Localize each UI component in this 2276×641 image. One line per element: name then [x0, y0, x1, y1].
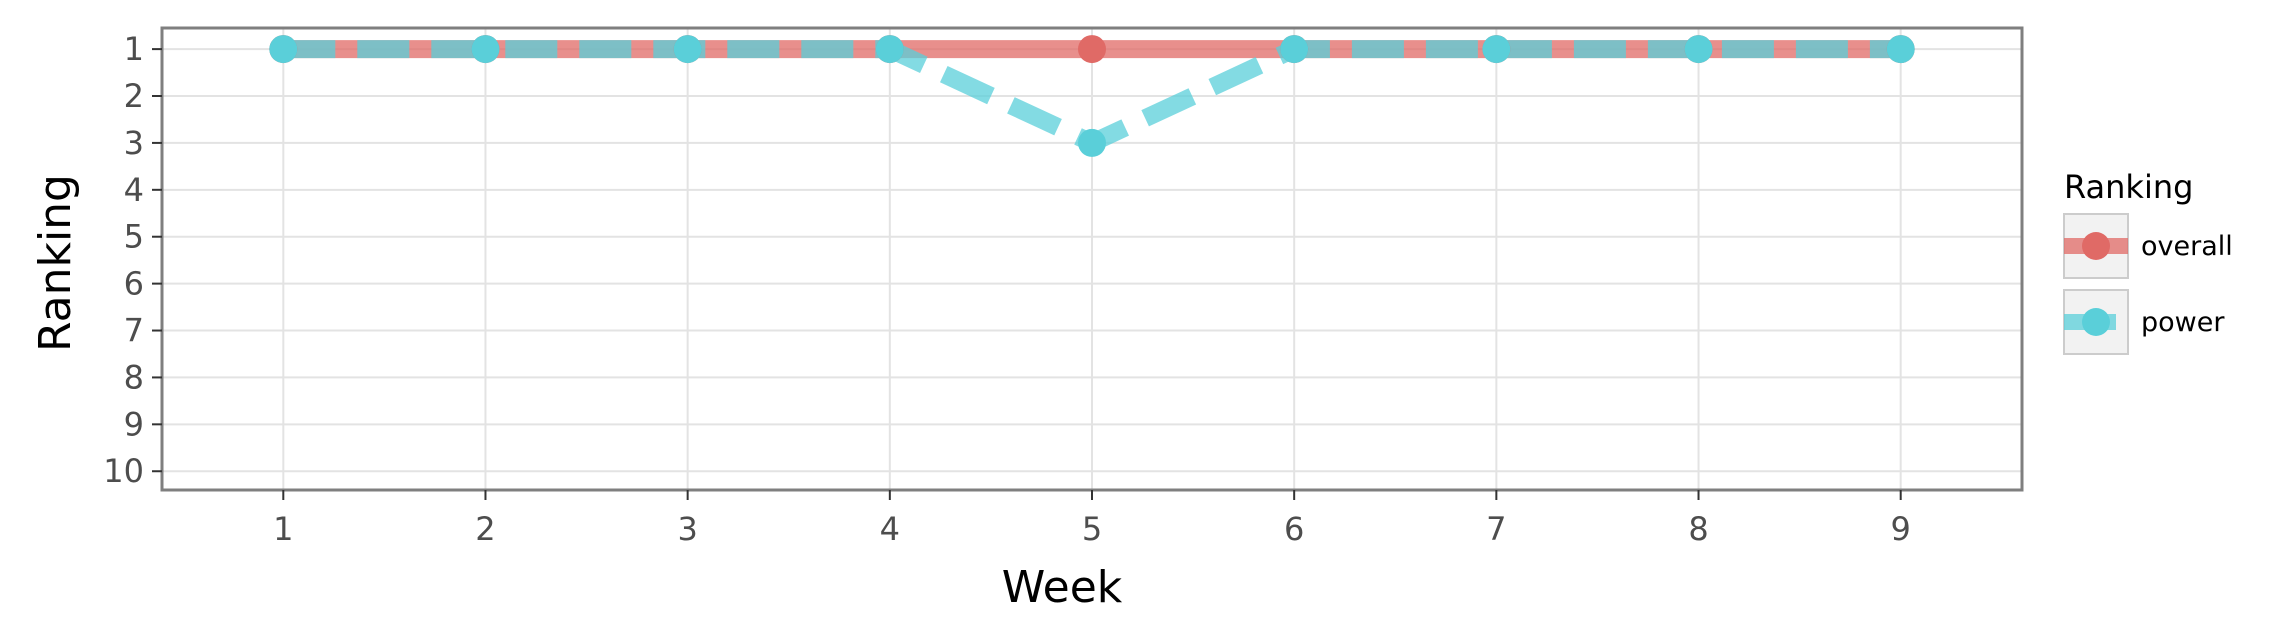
- x-tick-label: 6: [1284, 510, 1304, 548]
- series-point-power: [875, 35, 904, 64]
- series-point-overall: [1078, 35, 1106, 64]
- series-point-power: [1684, 35, 1713, 64]
- legend-label-power: power: [2141, 307, 2225, 338]
- series-group: [269, 35, 1915, 157]
- series-point-power: [1280, 35, 1309, 64]
- legend-key-point-power: [2082, 308, 2110, 336]
- y-tick-label: 2: [124, 77, 144, 115]
- series-point-power: [1886, 35, 1915, 64]
- y-tick-label: 5: [124, 218, 144, 256]
- series-point-power: [471, 35, 500, 64]
- legend-title: Ranking: [2064, 168, 2193, 206]
- series-point-power: [1482, 35, 1511, 64]
- y-tick-label: 6: [124, 265, 144, 303]
- y-tick-label: 7: [124, 312, 144, 350]
- axis-ticks: 1 2 3 4 5 6 7 8 9 1 2 3 4 5 6 7 8 9 10: [103, 30, 1911, 548]
- y-tick-label: 3: [124, 124, 144, 162]
- series-point-power: [269, 35, 298, 64]
- legend: Ranking overall power: [2063, 168, 2233, 355]
- y-tick-label: 8: [124, 358, 144, 396]
- y-tick-label: 1: [124, 30, 144, 68]
- series-point-power: [1078, 128, 1106, 157]
- y-tick-label: 9: [124, 405, 144, 443]
- x-tick-label: 7: [1486, 510, 1506, 548]
- y-axis-title: Ranking: [30, 174, 81, 352]
- x-tick-label: 4: [880, 510, 900, 548]
- x-tick-label: 3: [677, 510, 697, 548]
- legend-key-point-overall: [2082, 232, 2110, 260]
- x-tick-label: 8: [1688, 510, 1708, 548]
- x-tick-label: 2: [475, 510, 495, 548]
- x-tick-label: 9: [1891, 510, 1911, 548]
- x-tick-label: 1: [273, 510, 293, 548]
- y-tick-label: 4: [124, 171, 144, 209]
- x-tick-label: 5: [1082, 510, 1102, 548]
- series-point-power: [673, 35, 702, 64]
- legend-keys: [2064, 232, 2128, 336]
- y-tick-label: 10: [103, 452, 144, 490]
- legend-label-overall: overall: [2141, 231, 2233, 262]
- x-axis-title: Week: [1002, 562, 1123, 613]
